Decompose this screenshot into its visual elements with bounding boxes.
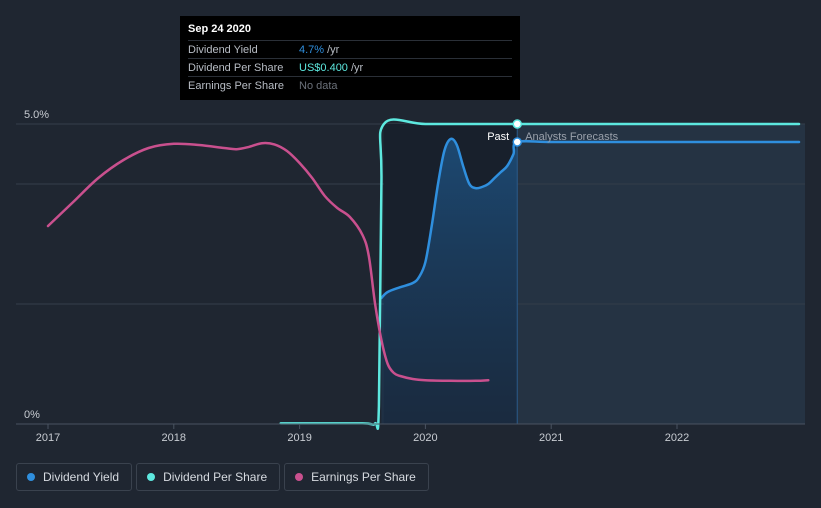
past-label: Past (487, 131, 509, 143)
tooltip-row-dividend-yield: Dividend Yield 4.7% /yr (188, 40, 512, 58)
y-tick-label: 5.0% (24, 109, 49, 121)
forecast-region (517, 124, 805, 424)
x-tick-label: 2019 (287, 432, 311, 444)
tooltip-row-earnings-per-share: Earnings Per Share No data (188, 76, 512, 94)
x-tick-label: 2021 (539, 432, 563, 444)
analysts-forecasts-label: Analysts Forecasts (525, 131, 618, 143)
legend-item-dividend-yield[interactable]: Dividend Yield (16, 463, 133, 491)
dividend-yield-area (381, 138, 518, 424)
legend-dot-icon (295, 473, 304, 481)
legend-item-dividend-per-share[interactable]: Dividend Per Share (136, 463, 281, 491)
tooltip-row-dividend-per-share: Dividend Per Share US$0.400 /yr (188, 58, 512, 76)
dividend-yield-marker (512, 137, 522, 147)
tooltip-date: Sep 24 2020 (188, 23, 251, 35)
tooltip-value: 4.7% (299, 43, 325, 56)
tooltip-value: No data (299, 79, 338, 92)
dividend-yield-line (380, 137, 801, 300)
legend-label: Dividend Per Share (163, 470, 268, 484)
tooltip-label: Earnings Per Share (188, 79, 284, 92)
tooltip-unit: /yr (327, 43, 340, 56)
legend-label: Dividend Yield (43, 470, 120, 484)
dividend-per-share-marker (512, 119, 522, 129)
earnings-per-share-line (46, 141, 490, 383)
tooltip-label: Dividend Yield (188, 43, 258, 56)
legend-item-earnings-per-share[interactable]: Earnings Per Share (284, 463, 429, 491)
y-tick-label: 0% (24, 409, 40, 421)
legend-dot-icon (147, 473, 156, 481)
tooltip: Sep 24 2020 Dividend Yield 4.7% /yr Divi… (180, 16, 520, 100)
legend-label: Earnings Per Share (311, 470, 416, 484)
x-tick-label: 2020 (413, 432, 437, 444)
tooltip-value: US$0.400 (299, 61, 348, 74)
tooltip-unit: /yr (350, 61, 364, 74)
x-tick-label: 2017 (36, 432, 60, 444)
legend: Dividend Yield Dividend Per Share Earnin… (16, 463, 429, 491)
legend-dot-icon (27, 473, 35, 481)
x-tick-label: 2018 (162, 432, 186, 444)
tooltip-label: Dividend Per Share (188, 61, 284, 74)
x-tick-label: 2022 (665, 432, 689, 444)
